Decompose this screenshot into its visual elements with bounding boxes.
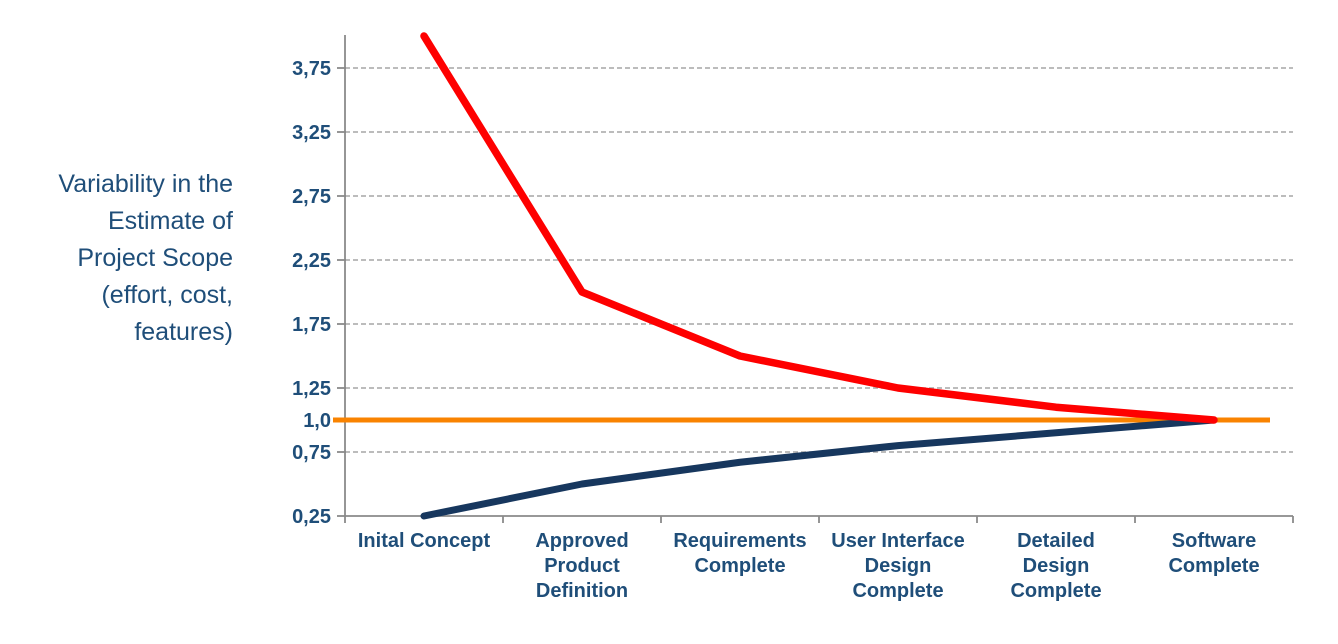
x-category-label: Software Complete <box>1168 530 1259 577</box>
y-tick-label: 0,75 <box>292 442 331 464</box>
y-tick-label: 3,75 <box>292 58 331 80</box>
y-tick-label: 0,25 <box>292 506 331 528</box>
x-category-label: Requirements Complete <box>673 530 806 577</box>
axes <box>337 35 1294 523</box>
y-tick-label: 1,75 <box>292 314 331 336</box>
x-category-label: Inital Concept <box>358 530 491 552</box>
y-tick-label: 2,75 <box>292 186 331 208</box>
y-tick-label: 3,25 <box>292 122 331 144</box>
x-category-label: Detailed Design Complete <box>1010 530 1101 602</box>
upper-estimate-line <box>420 32 1218 424</box>
y-tick-label: 1,0 <box>303 410 331 432</box>
lower-estimate-line <box>420 416 1218 520</box>
gridlines <box>345 67 1293 453</box>
x-category-labels: Inital Concept Approved Product Definition R… <box>358 530 1260 602</box>
y-axis-title: Variability in the Estimate of Project S… <box>58 170 233 346</box>
y-tick-label: 2,25 <box>292 250 331 272</box>
y-tick-labels: 3,75 3,25 2,75 2,25 1,75 1,25 1,0 0,75 0,25 <box>292 58 331 528</box>
x-category-label: Approved Product Definition <box>535 530 628 602</box>
x-category-label: User Interface Design Complete <box>831 530 964 602</box>
y-tick-label: 1,25 <box>292 378 331 400</box>
